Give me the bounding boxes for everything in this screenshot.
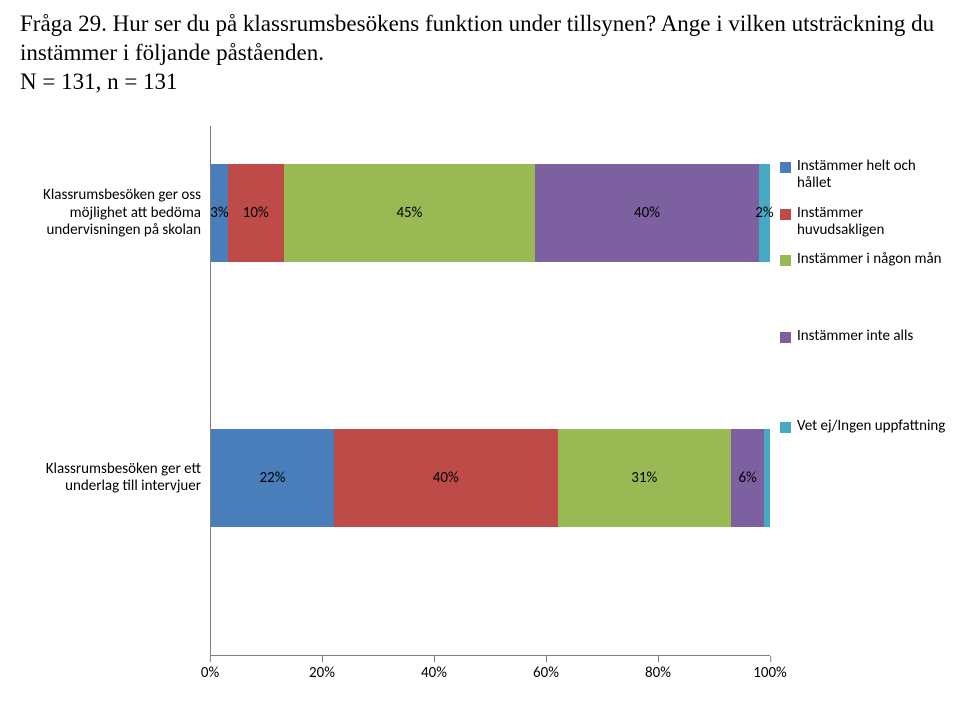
legend-swatch: [780, 209, 791, 220]
x-tick-mark: [210, 656, 211, 662]
legend-item-vetej: Vet ej/Ingen uppfattning: [780, 418, 950, 435]
bar-segment-nagon: 45%: [284, 163, 536, 263]
chart-container: Klassrumsbesöken ger oss möjlighet att b…: [20, 126, 940, 656]
x-tick-mark: [434, 656, 435, 662]
legend-item-inte: Instämmer inte alls: [780, 328, 950, 345]
stacked-bar: 22% 40% 31% 6%: [211, 428, 770, 528]
bar-segment-helt: 22%: [211, 428, 334, 528]
x-tick-mark: [322, 656, 323, 662]
x-tick-mark: [658, 656, 659, 662]
bar-value-label: 3%: [210, 204, 228, 222]
title-line-1: Fråga 29. Hur ser du på klassrumsbesöken…: [20, 11, 934, 36]
category-label: Klassrumsbesöken ger oss möjlighet att b…: [31, 187, 211, 239]
bar-segment-nagon: 31%: [558, 428, 731, 528]
legend-swatch: [780, 332, 791, 343]
bar-value-label: 22%: [260, 469, 286, 487]
stacked-bar: 3% 10% 45% 40% 2%: [211, 163, 770, 263]
legend-label: Instämmer i någon mån: [797, 251, 942, 268]
x-tick: 100%: [753, 664, 787, 682]
title-line-2: instämmer i följande påståenden.: [20, 40, 324, 65]
x-tick: 40%: [421, 664, 447, 682]
bar-value-label: 40%: [634, 204, 660, 222]
bar-segment-helt: 3%: [211, 163, 228, 263]
bar-segment-inte: 6%: [731, 428, 765, 528]
category-label: Klassrumsbesöken ger ett underlag till i…: [31, 461, 211, 496]
x-tick: 80%: [645, 664, 671, 682]
x-axis-ticks: 0%20%40%60%80%100%: [210, 656, 770, 684]
bar-value-label: 31%: [631, 469, 657, 487]
legend-swatch: [780, 162, 791, 173]
bar-segment-huvud: 10%: [228, 163, 284, 263]
legend-swatch: [780, 422, 791, 433]
x-tick: 20%: [309, 664, 335, 682]
legend-swatch: [780, 255, 791, 266]
legend-group: Vet ej/Ingen uppfattning: [780, 418, 950, 447]
bar-segment-vetej: [764, 428, 770, 528]
title-line-3: N = 131, n = 131: [20, 69, 178, 94]
legend-item-huvud: Instämmer huvudsakligen: [780, 205, 950, 240]
legend-label: Instämmer huvudsakligen: [797, 205, 950, 240]
bar-value-label: 6%: [738, 469, 756, 487]
bar-value-label: 40%: [433, 469, 459, 487]
bar-value-label: 10%: [243, 204, 269, 222]
bar-segment-inte: 40%: [535, 163, 759, 263]
question-title: Fråga 29. Hur ser du på klassrumsbesöken…: [20, 10, 940, 96]
bar-segment-huvud: 40%: [334, 428, 558, 528]
plot-area: Klassrumsbesöken ger oss möjlighet att b…: [210, 126, 770, 656]
legend-item-nagon: Instämmer i någon mån: [780, 251, 950, 268]
legend-group: Instämmer inte alls: [780, 328, 950, 357]
x-tick: 0%: [201, 664, 219, 682]
legend-label: Vet ej/Ingen uppfattning: [797, 418, 945, 435]
x-tick: 60%: [533, 664, 559, 682]
x-tick-mark: [546, 656, 547, 662]
legend-item-helt: Instämmer helt och hållet: [780, 158, 950, 193]
legend-group: Instämmer helt och hållet Instämmer huvud…: [780, 158, 950, 280]
x-tick-mark: [770, 656, 771, 662]
legend-label: Instämmer helt och hållet: [797, 158, 950, 193]
bar-value-label: 2%: [755, 204, 773, 222]
bar-row: Klassrumsbesöken ger oss möjlighet att b…: [211, 163, 770, 263]
bar-value-label: 45%: [396, 204, 422, 222]
legend-label: Instämmer inte alls: [797, 328, 913, 345]
bar-row: Klassrumsbesöken ger ett underlag till i…: [211, 428, 770, 528]
bar-segment-vetej: 2%: [759, 163, 770, 263]
